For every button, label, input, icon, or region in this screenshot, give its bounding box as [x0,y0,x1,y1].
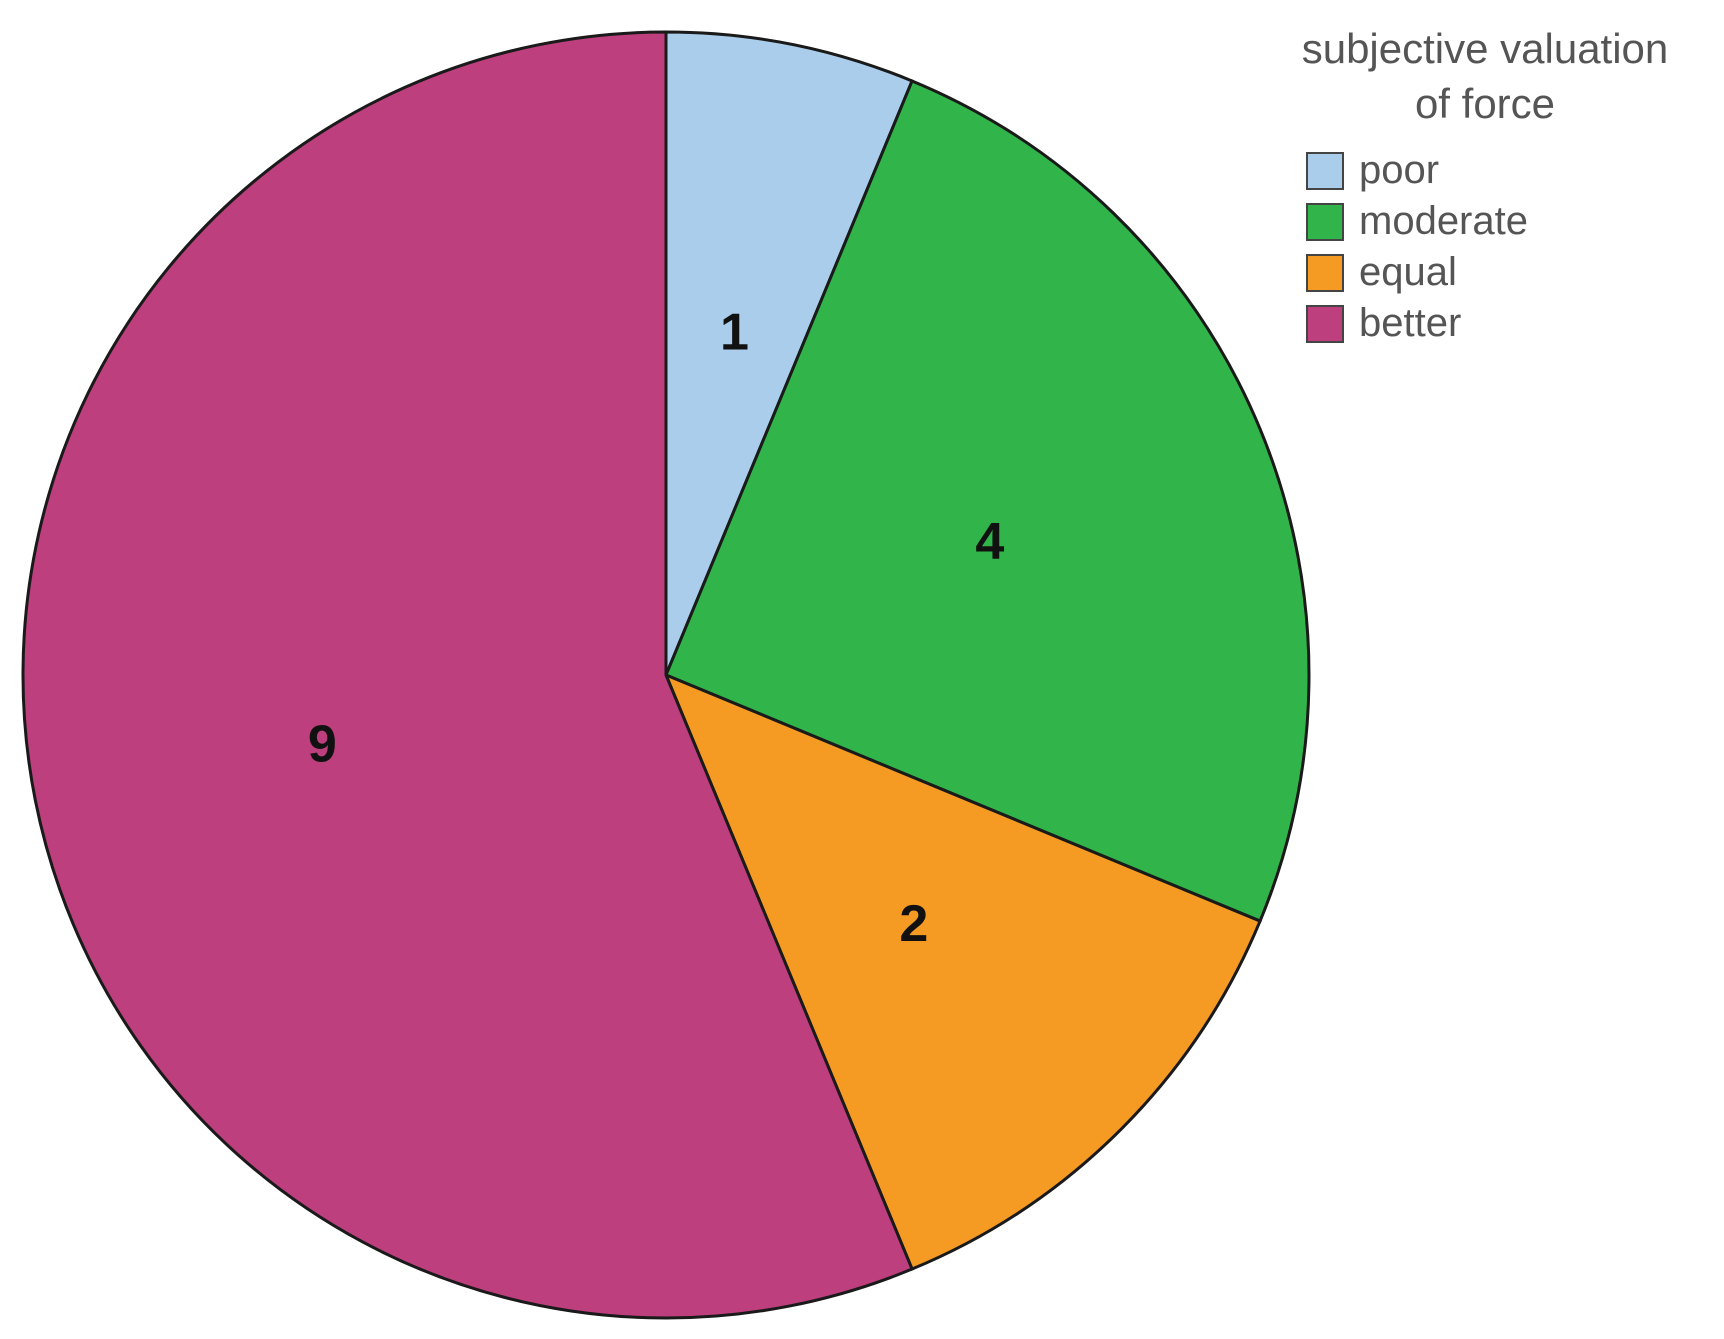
pie-slices [21,30,1311,1320]
pie-slice-equal [663,672,1263,1272]
data-label-poor: 1 [720,303,749,361]
pie-slice-moderate [664,78,1311,924]
legend-title-line-2: of force [1415,80,1555,127]
legend-label-moderate: moderate [1359,199,1528,243]
legend-swatch-better [1306,305,1344,343]
pie-slice-poor [664,30,915,676]
legend-title-line-1: subjective valuation [1302,25,1669,72]
legend-swatch-poor [1306,152,1344,190]
legend-label-better: better [1359,301,1461,345]
data-label-equal: 2 [899,895,928,953]
legend-swatch-moderate [1306,203,1344,241]
data-label-moderate: 4 [975,513,1004,571]
pie-slice-labels: 1 4 2 9 [308,303,1005,953]
legend-label-equal: equal [1359,250,1457,294]
legend-items: poor moderate equal better [1306,148,1528,345]
data-label-better: 9 [308,715,337,773]
legend: subjective valuation of force poor modera… [1302,25,1669,345]
pie-slice-better [21,30,915,1320]
legend-swatch-equal [1306,254,1344,292]
legend-label-poor: poor [1359,148,1439,192]
